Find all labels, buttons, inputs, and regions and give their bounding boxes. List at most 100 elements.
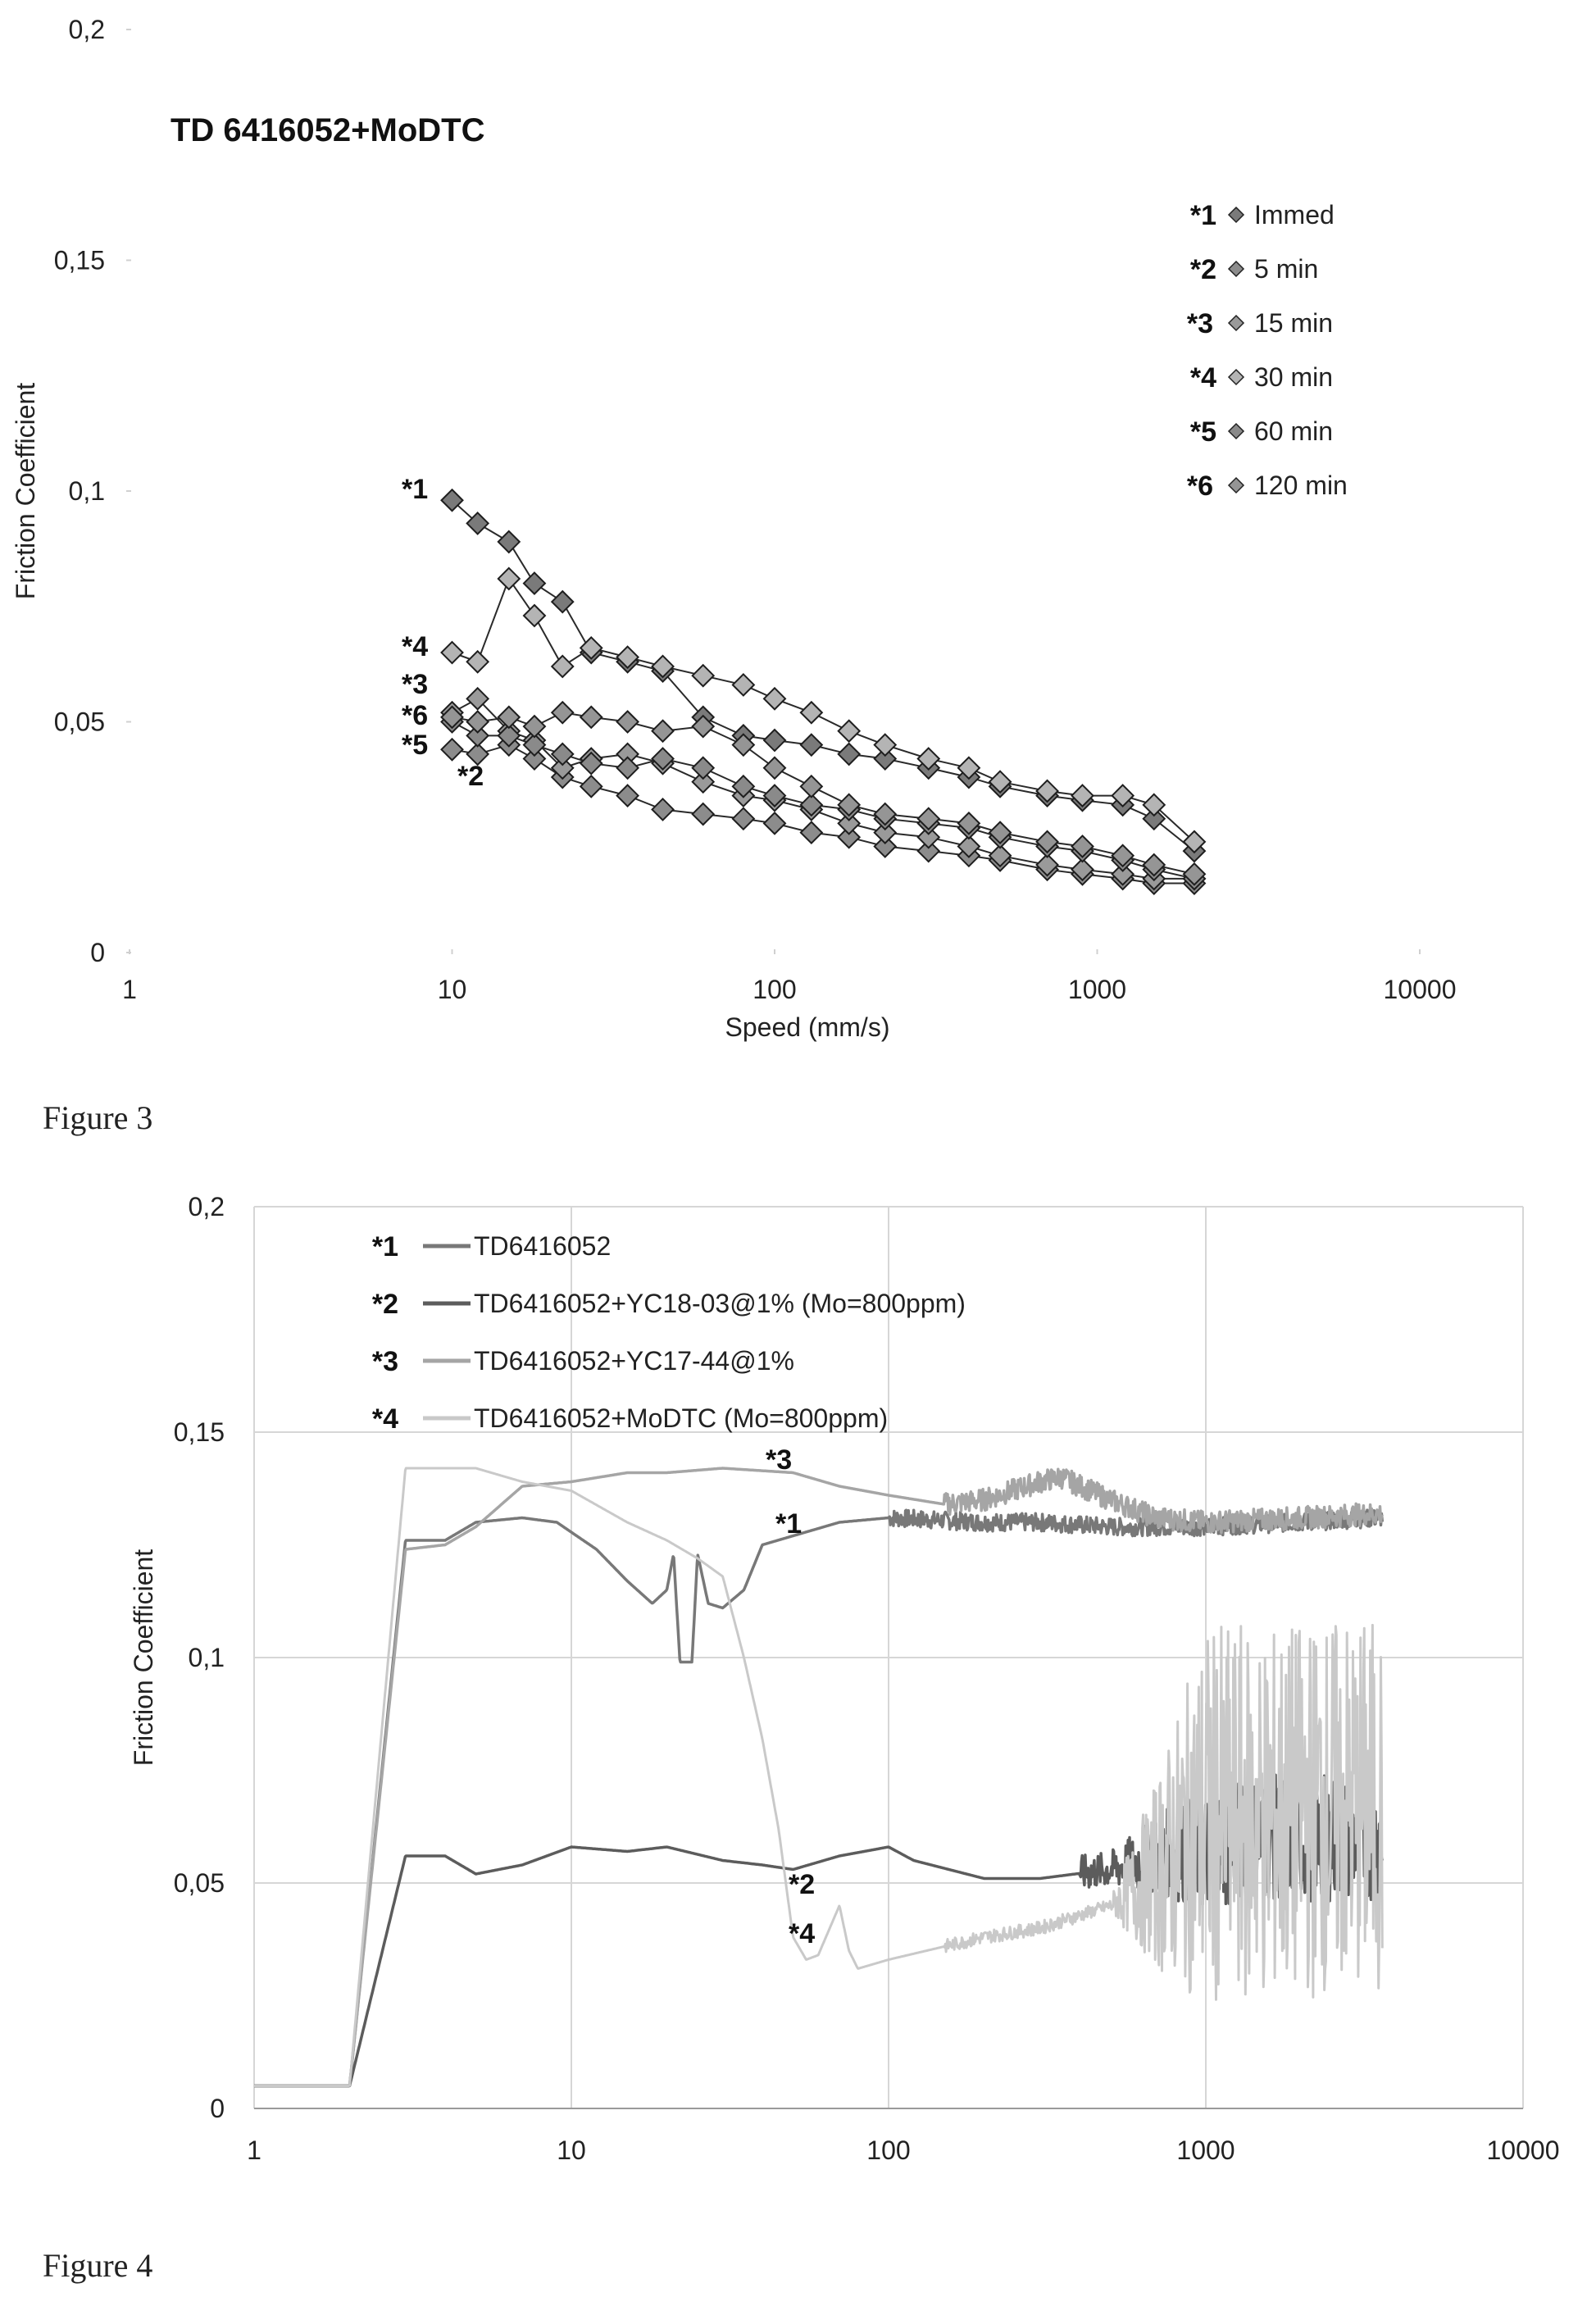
legend-tag: *4: [372, 1403, 398, 1435]
data-point: [522, 603, 547, 628]
series-line-2: [452, 744, 1194, 885]
legend-label: 5 min: [1254, 254, 1318, 284]
data-point: [873, 821, 898, 845]
data-point: [873, 802, 898, 826]
figure-4-caption: Figure 4: [43, 2247, 153, 2284]
x-tick-label: 100: [866, 2135, 910, 2165]
data-point: [691, 714, 716, 739]
curve-tag: *1: [775, 1508, 802, 1540]
curve-tag: *5: [402, 730, 428, 761]
figure-3-caption: Figure 3: [43, 1099, 153, 1136]
legend-tag: *1: [1190, 200, 1216, 231]
data-point: [616, 710, 640, 734]
legend-marker: [1227, 206, 1245, 224]
y-tick-label: 0,15: [174, 1417, 225, 1447]
legend-tag: *4: [1190, 362, 1216, 393]
legend-label: 15 min: [1254, 308, 1333, 338]
data-point: [497, 530, 521, 554]
data-point: [731, 673, 756, 697]
y-axis-label: Friction Coefficient: [129, 1549, 158, 1767]
series-line-4: [452, 576, 1195, 843]
legend-label: TD6416052: [474, 1231, 611, 1261]
data-point: [837, 811, 862, 835]
data-point: [1111, 862, 1135, 886]
data-point: [837, 719, 862, 744]
data-point: [651, 747, 675, 771]
y-tick-label: 0,1: [69, 476, 105, 506]
data-point: [1182, 862, 1207, 886]
data-point: [873, 835, 898, 858]
data-point: [731, 807, 756, 831]
data-point: [762, 756, 787, 780]
y-tick-label: 0,15: [54, 246, 105, 275]
x-tick-label: 10: [438, 975, 467, 1004]
data-point: [988, 770, 1012, 794]
legend-label: 120 min: [1254, 471, 1348, 500]
legend-label: TD6416052+YC17-44@1%: [474, 1346, 794, 1376]
data-point: [497, 705, 521, 730]
data-point: [550, 654, 575, 679]
curve-tag: *3: [402, 669, 428, 700]
data-point: [1035, 830, 1059, 854]
data-point: [1071, 784, 1094, 807]
data-point: [762, 784, 787, 807]
x-tick-label: 1000: [1176, 2135, 1235, 2165]
data-point: [691, 770, 716, 794]
data-point: [466, 511, 490, 535]
y-tick-label: 0,2: [69, 15, 105, 44]
data-point: [762, 728, 787, 753]
data-point: [873, 747, 898, 771]
data-point: [957, 756, 981, 780]
data-point: [651, 798, 675, 821]
series-line-5: [452, 721, 1195, 880]
series-line-3: [452, 698, 1194, 880]
data-point: [799, 700, 824, 725]
legend-tag: *6: [1187, 471, 1213, 502]
data-point: [988, 844, 1012, 868]
curve-tag: *6: [402, 700, 428, 731]
y-axis-label: Friction Coefficient: [11, 383, 40, 600]
data-point: [466, 649, 490, 674]
x-tick-label: 1000: [1068, 975, 1126, 1004]
data-point: [837, 793, 862, 817]
data-point: [691, 802, 716, 826]
y-tick-label: 0,05: [174, 1868, 225, 1898]
data-point: [497, 566, 521, 591]
data-point: [616, 645, 640, 670]
curve-tag: *2: [789, 1869, 815, 1900]
data-point: [988, 821, 1012, 845]
data-point: [522, 714, 547, 739]
data-point: [522, 747, 547, 771]
data-point: [651, 654, 675, 679]
data-point: [762, 686, 787, 711]
data-point: [916, 839, 941, 863]
data-point: [873, 733, 898, 757]
data-point: [616, 756, 640, 780]
data-point: [691, 663, 716, 688]
data-point: [522, 571, 547, 596]
data-point: [616, 784, 640, 807]
data-point: [837, 825, 862, 849]
series-line-4: [253, 1467, 1384, 2087]
curve-tag: *4: [402, 631, 428, 662]
y-tick-label: 0,1: [189, 1643, 225, 1672]
legend-label: 60 min: [1254, 416, 1333, 446]
data-point: [497, 723, 521, 748]
data-point: [440, 737, 464, 762]
data-point: [1142, 793, 1166, 817]
data-point: [799, 733, 824, 757]
data-point: [1182, 830, 1207, 854]
x-tick-label: 10000: [1384, 975, 1457, 1004]
data-point: [550, 742, 575, 766]
data-point: [731, 774, 756, 798]
chart-friction-comparison: 0 0,05 0,1 0,15 0,2 1 10 100 1000 10000 Friction C…: [129, 1192, 1559, 2165]
data-point: [550, 700, 575, 725]
legend-label: 30 min: [1254, 362, 1333, 392]
data-point: [799, 774, 824, 798]
data-point: [762, 811, 787, 835]
data-point: [1035, 853, 1059, 877]
y-tick-label: 0: [90, 938, 105, 967]
x-tick-label: 10: [557, 2135, 586, 2165]
data-point: [466, 742, 490, 766]
legend-marker: [1227, 422, 1245, 440]
